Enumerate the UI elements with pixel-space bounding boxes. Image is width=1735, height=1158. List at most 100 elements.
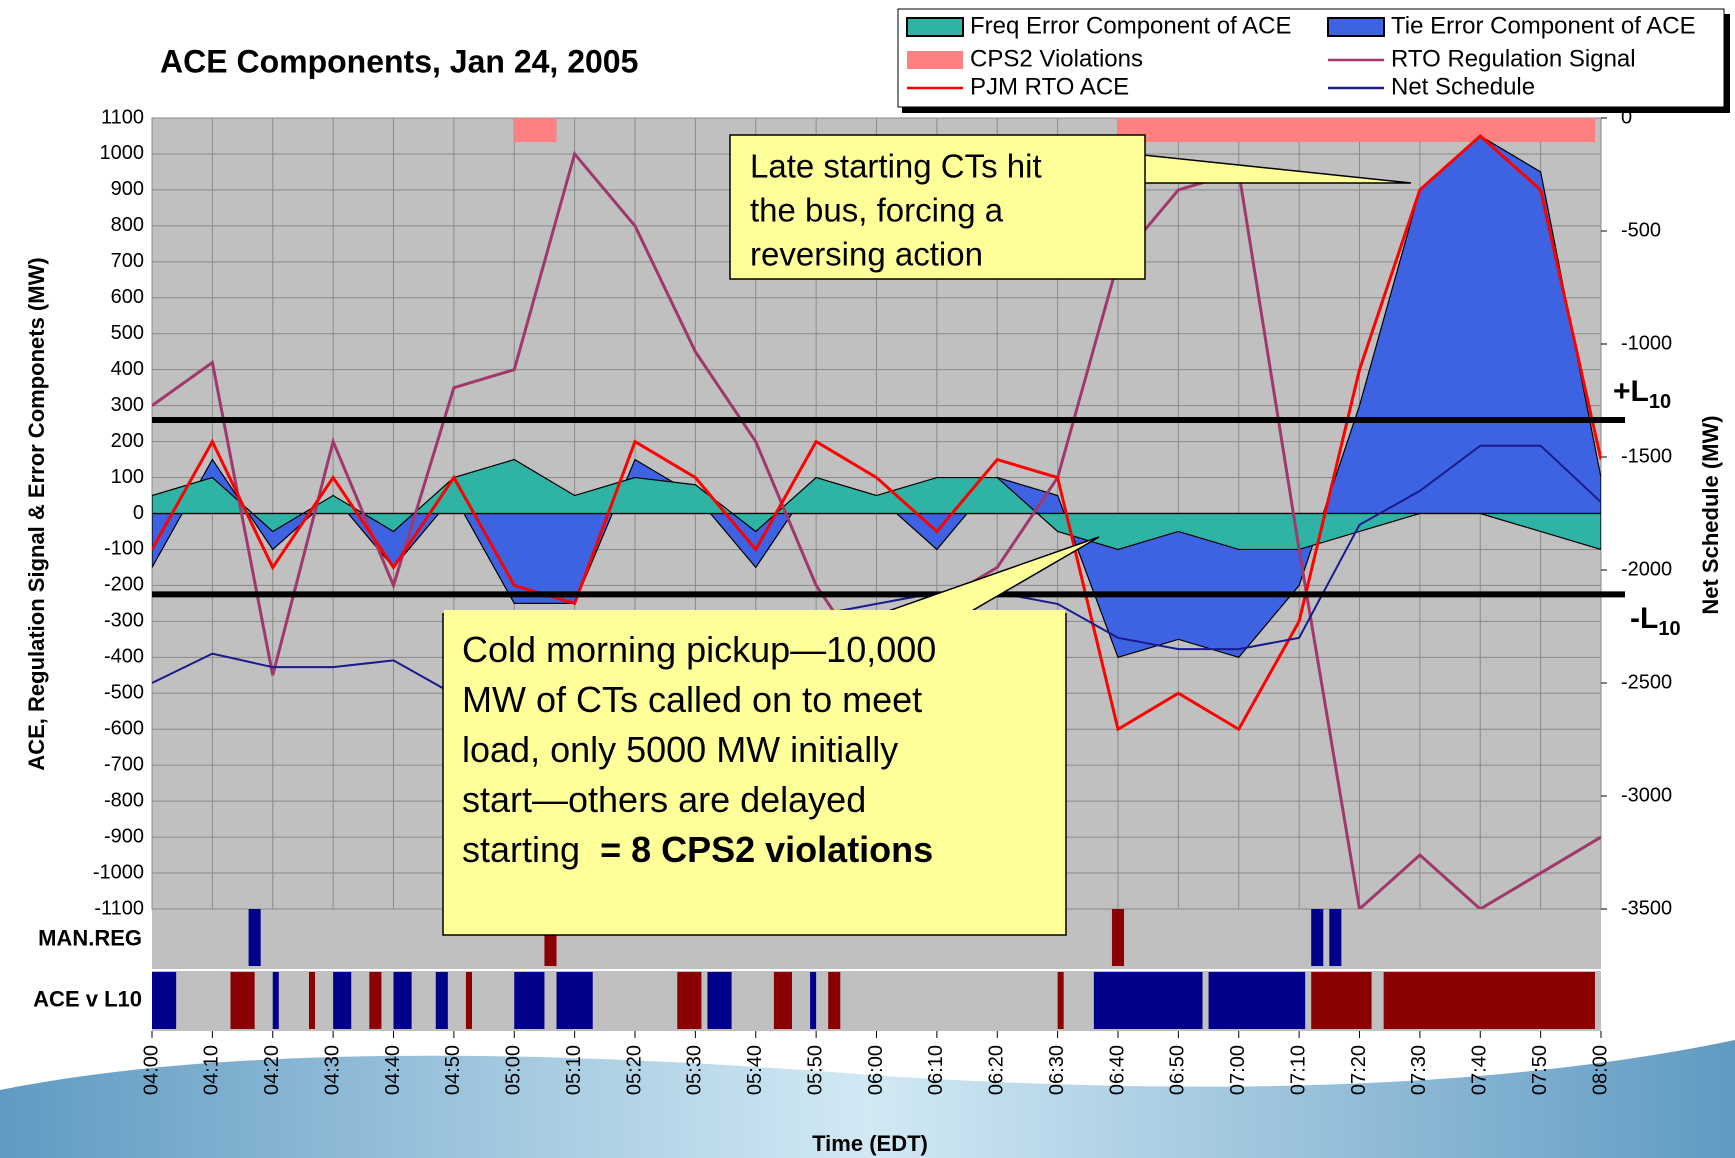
y-tick-label: 600 (111, 286, 144, 308)
strip-span (152, 972, 177, 1029)
strip-span (272, 972, 279, 1029)
limit-label-main: -L (1630, 602, 1658, 635)
strip-span (1111, 909, 1125, 966)
legend-swatch (1327, 17, 1385, 37)
strip-span (308, 972, 316, 1029)
callout-text-part: starting (462, 829, 590, 870)
y2-tick-label: -3000 (1621, 784, 1672, 806)
y-tick-label: -400 (104, 646, 144, 668)
strip-span (1208, 972, 1306, 1029)
y2-tick-label: -2000 (1621, 558, 1672, 580)
x-tick-label: 04:10 (201, 1045, 223, 1095)
callout-text-part: MW of CTs called on to meet (462, 679, 922, 720)
strip-span (1383, 972, 1595, 1029)
y-tick-label: -1000 (93, 861, 144, 883)
callout-text-part: Cold morning pickup—10,000 (462, 629, 936, 670)
strip-span (369, 972, 382, 1029)
x-tick-label: 05:50 (804, 1045, 826, 1095)
y-tick-label: 500 (111, 322, 144, 344)
legend-swatch (907, 51, 963, 69)
y2-tick-label: 0 (1621, 106, 1632, 128)
x-tick-label: 05:30 (684, 1045, 706, 1095)
cps2-band (514, 118, 557, 142)
y-tick-label: -100 (104, 538, 144, 560)
y-tick-label: 0 (133, 502, 144, 524)
y-tick-label: -800 (104, 789, 144, 811)
x-tick-label: 07:40 (1469, 1045, 1491, 1095)
strip-span (248, 909, 261, 966)
callout-text-part: start—others are delayed (462, 779, 866, 820)
decor-swoosh (0, 1040, 1735, 1158)
x-tick-label: 07:50 (1529, 1045, 1551, 1095)
y-axis-title: ACE, Regulation Signal & Error Componets… (24, 257, 49, 770)
callout-text-bold: = 8 CPS2 violations (600, 829, 933, 870)
y-tick-label: -1100 (94, 897, 144, 919)
strip-span (514, 972, 545, 1029)
limit-label: +L10 (1613, 375, 1671, 413)
cps2-band (1118, 118, 1595, 142)
x-tick-label: 05:00 (503, 1045, 525, 1095)
y-tick-label: 1100 (101, 106, 144, 128)
x-tick-label: 06:40 (1106, 1045, 1128, 1095)
strip-span (435, 972, 448, 1029)
strip-label: ACE v L10 (33, 986, 142, 1011)
x-tick-label: 06:00 (865, 1045, 887, 1095)
strip-span (1311, 972, 1372, 1029)
y-tick-label: -300 (104, 610, 144, 632)
y2-axis-title: Net Schedule (MW) (1698, 415, 1723, 614)
y-tick-label: 300 (111, 394, 144, 416)
y-tick-label: -500 (104, 682, 144, 704)
strip-span (1057, 972, 1064, 1029)
chart-title: ACE Components, Jan 24, 2005 (160, 43, 638, 79)
callout-text: load, only 5000 MW initially (462, 729, 898, 770)
legend-box (897, 8, 1725, 108)
strip-span (1093, 972, 1203, 1029)
plot-series (152, 133, 1601, 909)
x-tick-label: 07:00 (1227, 1045, 1249, 1095)
legend-label: Net Schedule (1391, 73, 1535, 100)
legend: Freq Error Component of ACE Tie Error Com… (897, 8, 1730, 113)
y-tick-label: 900 (111, 178, 144, 200)
x-tick-label: 06:10 (925, 1045, 947, 1095)
y2-tick-label: -1500 (1621, 445, 1672, 467)
x-tick-label: 04:20 (261, 1045, 283, 1095)
callout-box (442, 613, 1067, 936)
strip-span (1311, 909, 1324, 966)
x-tick-label: 08:00 (1589, 1045, 1611, 1095)
strip-label: MAN.REG (38, 925, 142, 950)
line (152, 133, 1601, 732)
y-tick-label: -600 (104, 718, 144, 740)
legend-label: Tie Error Component of ACE (1391, 12, 1696, 39)
x-tick-label: 07:10 (1287, 1045, 1309, 1095)
strip-span (1329, 909, 1342, 966)
line (152, 444, 1601, 696)
x-axis-title: Time (EDT) (812, 1131, 928, 1156)
strip-span (556, 972, 593, 1029)
y-tick-label: 1000 (100, 142, 145, 164)
callout-text: Cold morning pickup—10,000 (462, 629, 936, 670)
callout-text: MW of CTs called on to meet (462, 679, 922, 720)
callout-text: reversing action (750, 236, 983, 273)
legend-label: CPS2 Violations (970, 45, 1143, 72)
x-tick-label: 04:30 (321, 1045, 343, 1095)
y-tick-label: 800 (111, 214, 144, 236)
callout-text-part: load, only 5000 MW initially (462, 729, 898, 770)
x-tick-label: 05:10 (563, 1045, 585, 1095)
limit-label-sub: 10 (1649, 391, 1671, 413)
x-tick-label: 05:20 (623, 1045, 645, 1095)
y-tick-label: 200 (111, 430, 144, 452)
annotations: Late starting CTs hit the bus, forcing a r… (442, 134, 1412, 936)
y2-tick-label: -3500 (1621, 897, 1672, 919)
x-tick-label: 07:20 (1348, 1045, 1370, 1095)
y-tick-label: 400 (111, 358, 144, 380)
strip-span (393, 972, 412, 1029)
y-tick-label: 700 (111, 250, 144, 272)
y2-tick-label: -1000 (1621, 332, 1672, 354)
x-tick-label: 06:50 (1167, 1045, 1189, 1095)
y-tick-label: -200 (104, 574, 144, 596)
callout-cover (444, 610, 1065, 620)
strip-span (707, 972, 732, 1029)
y2-tick-label: -500 (1621, 219, 1661, 241)
